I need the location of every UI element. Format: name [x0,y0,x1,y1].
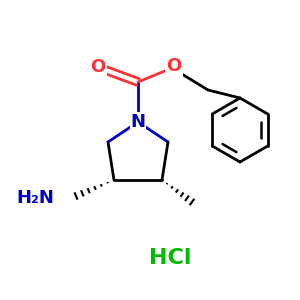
Text: O: O [90,58,106,76]
Text: O: O [167,57,182,75]
Text: N: N [130,113,146,131]
Text: H₂N: H₂N [16,189,54,207]
Text: HCl: HCl [149,248,191,268]
